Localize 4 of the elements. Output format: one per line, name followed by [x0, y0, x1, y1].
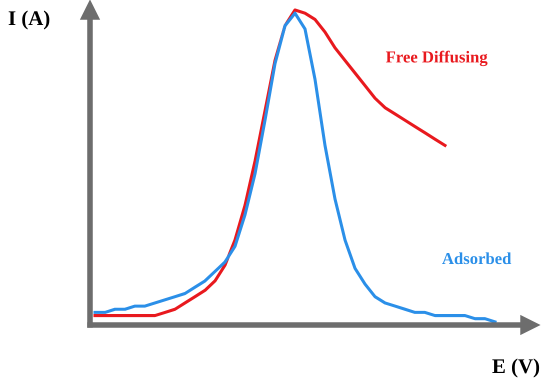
series-label: Free Diffusing [386, 50, 488, 66]
x-axis-title: E (V) [492, 358, 540, 378]
text: Adsorbed [442, 252, 512, 264]
y-axis-title: I (A) [8, 10, 50, 30]
